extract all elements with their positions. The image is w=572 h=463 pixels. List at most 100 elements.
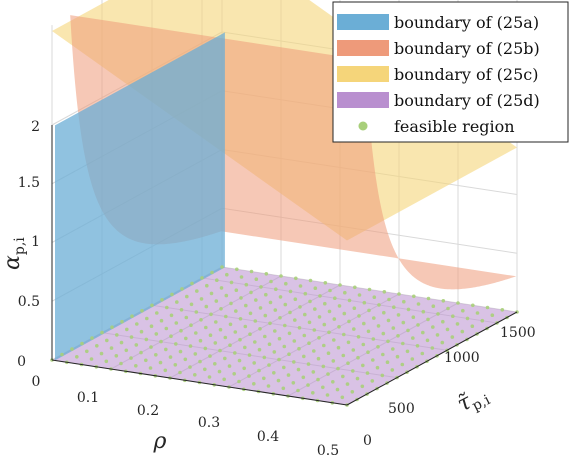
feasible-point: [332, 338, 336, 342]
legend-swatch-25b: [337, 40, 389, 56]
feasible-point: [227, 364, 232, 368]
feasible-point: [247, 374, 251, 378]
feasible-point: [129, 335, 134, 339]
feasible-point: [233, 351, 237, 355]
feasible-point: [263, 313, 268, 318]
feasible-point: [204, 325, 208, 330]
feasible-point: [170, 292, 174, 297]
feasible-point: [60, 352, 64, 357]
feasible-point: [465, 316, 470, 321]
feasible-point: [239, 296, 243, 300]
feasible-point: [264, 272, 269, 276]
feasible-point: [193, 352, 198, 356]
feasible-point: [317, 336, 321, 340]
feasible-point: [500, 308, 505, 312]
feasible-point: [228, 322, 233, 327]
feasible-point: [345, 382, 350, 386]
feasible-point: [135, 322, 139, 326]
feasible-point: [431, 304, 436, 309]
feasible-point: [371, 358, 375, 362]
feasible-point: [209, 291, 214, 296]
x-tick-label: 0.2: [137, 403, 159, 419]
feasible-point: [356, 355, 360, 360]
feasible-point: [149, 324, 154, 329]
feasible-point: [278, 295, 283, 299]
feasible-point: [456, 301, 460, 305]
feasible-point: [341, 374, 345, 379]
feasible-point: [203, 346, 208, 351]
feasible-point: [145, 316, 149, 321]
feasible-point: [325, 393, 330, 397]
feasible-point: [322, 343, 326, 348]
feasible-point: [159, 318, 164, 323]
feasible-point: [362, 300, 367, 305]
feasible-point: [416, 323, 420, 327]
x-tick-label: 0.3: [198, 415, 220, 431]
feasible-point: [243, 345, 247, 350]
feasible-point: [356, 335, 361, 339]
surfaces-layer: [52, 0, 517, 405]
feasible-point: [205, 283, 209, 288]
feasible-point: [252, 361, 256, 365]
feasible-point: [214, 299, 219, 303]
feasible-point: [173, 363, 178, 367]
feasible-point: [357, 293, 362, 297]
feasible-point: [303, 312, 307, 317]
feasible-point: [455, 322, 460, 326]
feasible-point: [461, 308, 465, 313]
feasible-point: [350, 390, 355, 394]
feasible-point: [264, 292, 268, 297]
feasible-point: [223, 356, 227, 361]
feasible-point: [287, 352, 291, 357]
feasible-point: [232, 372, 236, 376]
feasible-point: [376, 345, 380, 349]
feasible-point: [301, 375, 306, 380]
feasible-point: [366, 350, 370, 355]
feasible-point: [90, 336, 94, 340]
feasible-point: [169, 313, 174, 318]
feasible-point: [316, 356, 321, 361]
feasible-point: [130, 314, 134, 319]
feasible-point: [441, 299, 446, 303]
feasible-point: [277, 357, 281, 362]
feasible-point: [179, 308, 184, 312]
feasible-point: [119, 361, 123, 366]
feasible-point: [396, 334, 400, 338]
feasible-point: [148, 366, 153, 370]
legend-label-25a: boundary of (25a): [394, 13, 539, 32]
feasible-point: [287, 331, 292, 336]
feasible-point: [294, 276, 298, 281]
feasible-point: [430, 346, 435, 350]
legend-marker-feasible: [358, 121, 368, 131]
feasible-point: [286, 373, 291, 377]
feasible-point: [189, 323, 193, 328]
feasible-point: [380, 373, 385, 378]
feasible-point: [302, 333, 307, 338]
feasible-point: [194, 331, 198, 335]
feasible-point: [213, 362, 217, 366]
feasible-point: [337, 325, 341, 329]
feasible-point: [193, 373, 197, 377]
feasible-point: [335, 387, 340, 392]
y-tick-label: 1500: [500, 325, 536, 341]
feasible-point: [149, 345, 153, 349]
feasible-point: [105, 338, 109, 343]
z-tick-label: 2: [31, 119, 40, 135]
feasible-point: [188, 365, 192, 369]
legend-swatch-25c: [337, 66, 389, 82]
feasible-point: [89, 357, 94, 361]
feasible-point: [155, 311, 159, 315]
feasible-point: [431, 325, 435, 329]
feasible-point: [416, 302, 421, 306]
feasible-point: [150, 303, 154, 308]
feasible-point: [134, 364, 138, 368]
feasible-point: [381, 352, 385, 357]
feasible-point: [308, 299, 312, 304]
feasible-point: [355, 376, 360, 381]
feasible-point: [338, 283, 342, 287]
feasible-point: [440, 340, 445, 345]
feasible-point: [262, 376, 266, 381]
feasible-point: [385, 360, 390, 365]
feasible-point: [254, 277, 259, 282]
feasible-point: [213, 341, 218, 345]
